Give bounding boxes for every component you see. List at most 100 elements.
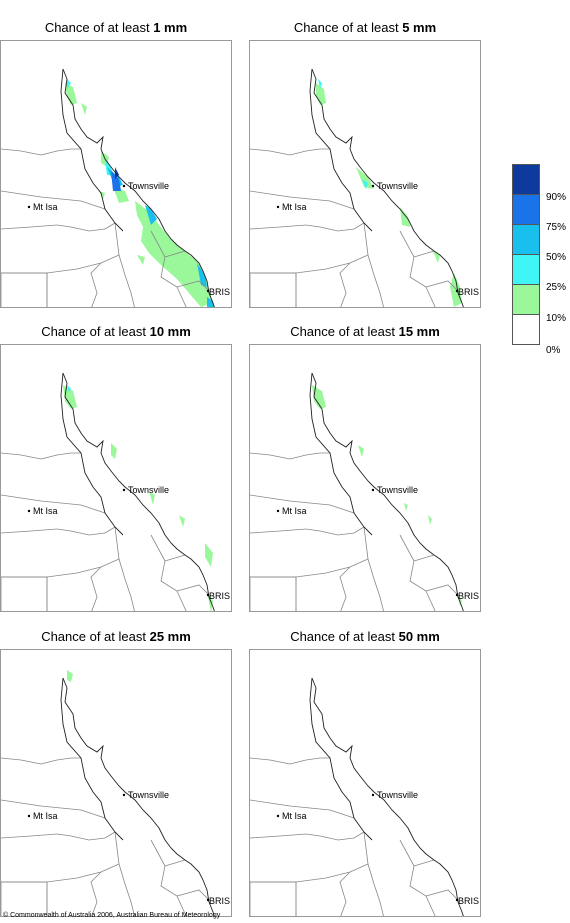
district-border bbox=[413, 250, 435, 258]
mt-isa-label: Mt Isa bbox=[33, 811, 58, 821]
panel-title: Chance of at least 10 mm bbox=[0, 324, 232, 339]
queensland-map: Townsville Mt Isa BRIS bbox=[1, 68, 230, 307]
district-border bbox=[1, 757, 42, 765]
rain-probability-area bbox=[358, 445, 364, 457]
district-border bbox=[250, 528, 307, 534]
district-border bbox=[289, 452, 330, 460]
state-border bbox=[309, 68, 373, 232]
rain-probability-area bbox=[362, 179, 368, 189]
mt-isa-marker bbox=[27, 814, 31, 818]
district-border bbox=[176, 584, 210, 596]
brisbane-marker bbox=[455, 593, 459, 597]
coastline bbox=[62, 677, 215, 916]
queensland-map: Townsville Mt Isa BRIS bbox=[1, 372, 230, 611]
queensland-map: Townsville Mt Isa BRIS bbox=[1, 670, 230, 916]
rain-probability-area bbox=[316, 83, 326, 105]
legend-swatch bbox=[512, 314, 540, 345]
queensland-map: Townsville Mt Isa BRIS bbox=[250, 68, 479, 307]
mt-isa-label: Mt Isa bbox=[33, 506, 58, 516]
district-border bbox=[339, 871, 351, 916]
rain-probability-area bbox=[67, 385, 71, 393]
district-border bbox=[56, 831, 116, 841]
brisbane-label: BRIS bbox=[209, 896, 230, 906]
district-border bbox=[1, 558, 120, 578]
district-border bbox=[363, 526, 384, 611]
mt-isa-label: Mt Isa bbox=[282, 202, 307, 212]
rain-probability-area bbox=[67, 79, 71, 89]
district-border bbox=[250, 452, 291, 460]
townsville-marker bbox=[371, 793, 375, 797]
rain-probability-area bbox=[111, 443, 117, 459]
district-border bbox=[250, 224, 307, 230]
district-border bbox=[1, 190, 106, 210]
rain-probability-area bbox=[205, 543, 213, 567]
coastline bbox=[311, 677, 464, 916]
state-border bbox=[60, 68, 124, 232]
panel-title-amount: 5 mm bbox=[402, 20, 437, 35]
coastline bbox=[62, 68, 215, 307]
townsville-label: Townsville bbox=[128, 790, 169, 800]
district-border bbox=[339, 566, 351, 611]
district-border bbox=[176, 889, 210, 901]
district-border bbox=[114, 222, 135, 307]
district-border bbox=[250, 494, 355, 514]
townsville-marker bbox=[122, 184, 126, 188]
queensland-map: Townsville Mt Isa BRIS bbox=[250, 372, 479, 611]
map-10mm: Townsville Mt Isa BRIS bbox=[0, 344, 232, 612]
district-border bbox=[289, 148, 330, 156]
map-15mm: Townsville Mt Isa BRIS bbox=[249, 344, 481, 612]
district-border bbox=[250, 757, 291, 765]
district-border bbox=[399, 230, 436, 307]
district-border bbox=[150, 839, 187, 916]
rain-probability-area bbox=[67, 670, 73, 682]
legend-label: 75% bbox=[546, 222, 567, 233]
district-border bbox=[1, 528, 58, 534]
panel-title-prefix: Chance of at least bbox=[44, 20, 154, 35]
brisbane-label: BRIS bbox=[458, 896, 479, 906]
inset-box bbox=[250, 272, 297, 307]
townsville-marker bbox=[371, 488, 375, 492]
brisbane-marker bbox=[206, 898, 210, 902]
district-border bbox=[250, 190, 355, 210]
rain-probability-area bbox=[404, 503, 408, 511]
legend-swatch bbox=[512, 224, 540, 255]
inset-box bbox=[1, 881, 48, 916]
panel-title-prefix: Chance of at least bbox=[290, 629, 399, 644]
legend-label: 0% bbox=[546, 345, 561, 356]
district-border bbox=[56, 526, 116, 536]
legend-label: 10% bbox=[546, 313, 567, 324]
district-border bbox=[425, 584, 459, 596]
mt-isa-marker bbox=[27, 509, 31, 513]
rain-probability-area bbox=[81, 103, 87, 115]
panel-title-amount: 1 mm bbox=[153, 20, 188, 35]
brisbane-label: BRIS bbox=[209, 287, 230, 297]
district-border bbox=[305, 222, 365, 232]
rain-probability-area bbox=[356, 167, 374, 189]
panel-title: Chance of at least 1 mm bbox=[0, 20, 232, 35]
district-border bbox=[399, 534, 436, 611]
rain-probability-area bbox=[63, 385, 77, 409]
townsville-label: Townsville bbox=[377, 790, 418, 800]
townsville-label: Townsville bbox=[377, 485, 418, 495]
rain-probability-area bbox=[400, 207, 410, 227]
district-border bbox=[40, 452, 81, 460]
district-border bbox=[1, 254, 120, 274]
district-border bbox=[305, 526, 365, 536]
map-1mm: Townsville Mt Isa BRIS bbox=[0, 40, 232, 308]
district-border bbox=[250, 558, 369, 578]
district-border bbox=[250, 799, 355, 819]
district-border bbox=[250, 254, 369, 274]
district-border bbox=[164, 554, 186, 562]
inset-box bbox=[1, 272, 48, 307]
panel-title-prefix: Chance of at least bbox=[41, 324, 150, 339]
district-border bbox=[40, 148, 81, 156]
district-border bbox=[250, 148, 291, 156]
townsville-label: Townsville bbox=[377, 181, 418, 191]
rain-probability-area bbox=[65, 83, 77, 105]
mt-isa-marker bbox=[276, 814, 280, 818]
rain-probability-area bbox=[137, 255, 145, 265]
district-border bbox=[90, 566, 102, 611]
district-border bbox=[413, 554, 435, 562]
district-border bbox=[40, 757, 81, 765]
rain-probability-area bbox=[179, 515, 185, 527]
